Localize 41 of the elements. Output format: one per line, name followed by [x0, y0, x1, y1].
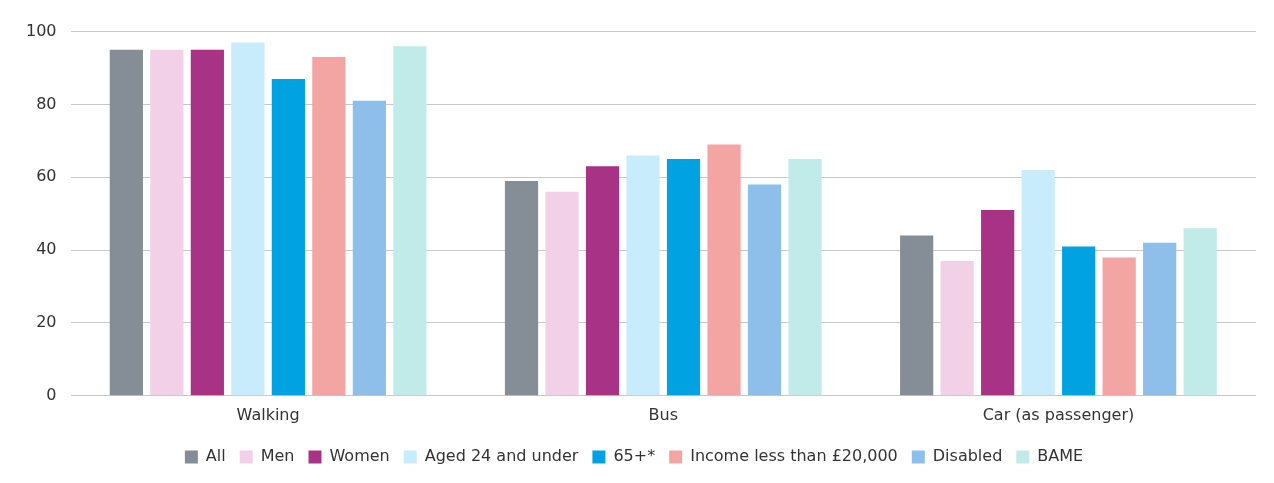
bar [788, 159, 822, 396]
bar [585, 166, 620, 396]
y-tick-label: 40 [36, 239, 57, 259]
bar [900, 235, 934, 396]
y-tick-label: 100 [25, 20, 57, 40]
legend-label: Women [329, 446, 390, 466]
y-tick-label: 60 [36, 166, 57, 186]
bar [109, 49, 143, 396]
bar [1143, 242, 1177, 396]
legend-label: Men [260, 446, 295, 466]
bar [150, 49, 184, 396]
bar [271, 78, 305, 396]
legend-label: BAME [1037, 446, 1084, 466]
bar [545, 191, 579, 396]
bar [666, 159, 701, 396]
bar [707, 144, 741, 396]
bar [352, 100, 386, 396]
legend-label: Disabled [932, 446, 1003, 466]
bar [393, 46, 427, 396]
y-tick-label: 0 [46, 384, 57, 404]
bar [1021, 170, 1055, 396]
bar [981, 210, 1015, 396]
bar [504, 180, 539, 396]
bar [1102, 257, 1136, 396]
bar [1183, 228, 1217, 396]
bar [747, 184, 782, 396]
bar [190, 49, 224, 396]
y-tick-label: 20 [36, 312, 57, 332]
legend-label: Income less than £20,000 [690, 446, 898, 466]
x-tick-label: Car (as passenger) [982, 404, 1135, 424]
legend-label: All [205, 446, 226, 466]
x-tick-label: Bus [648, 404, 678, 424]
bar [231, 42, 265, 396]
bar [940, 261, 974, 396]
bar [626, 155, 660, 396]
y-tick-label: 80 [36, 93, 57, 113]
legend-label: Aged 24 and under [424, 446, 579, 466]
bar [312, 57, 346, 396]
x-tick-label: Walking [236, 404, 300, 424]
bar [1062, 246, 1096, 396]
legend-label: 65+* [613, 446, 656, 466]
